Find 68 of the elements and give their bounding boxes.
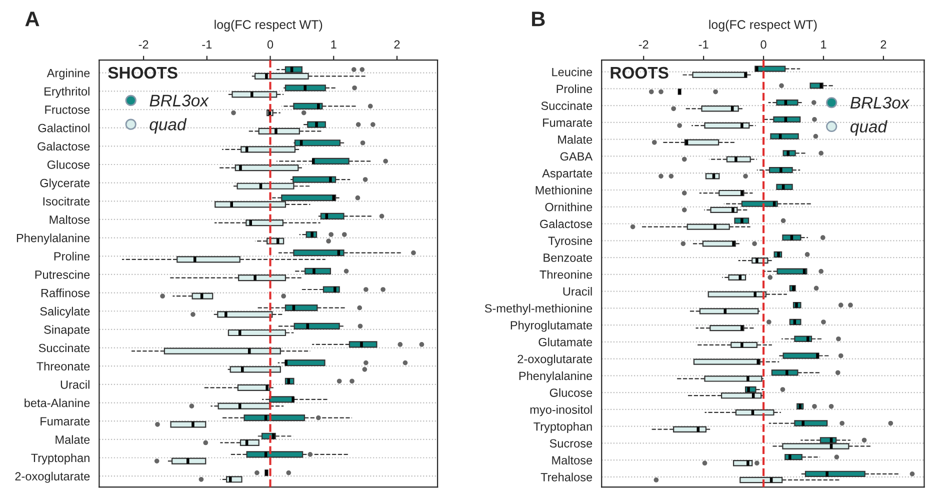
y-tick-label: Arginine — [46, 68, 90, 80]
y-tick-label: Phenylalanine — [16, 234, 90, 245]
x-tick-label: 2 — [394, 40, 400, 49]
y-tick-label: Proline — [556, 84, 592, 94]
legend-label: quad — [850, 120, 888, 136]
x-tick-label: -2 — [138, 40, 148, 49]
y-tick-label: GABA — [560, 152, 593, 161]
y-tick-label: Glucose — [550, 388, 592, 397]
y-tick-label: Erythritol — [44, 86, 90, 98]
y-tick-label: Ornithine — [545, 202, 592, 212]
y-tick-label: Isocitrate — [43, 196, 90, 206]
chart-title: A — [25, 12, 40, 26]
y-tick-label: Phenylalanine — [519, 371, 592, 382]
y-tick-label: Fructose — [45, 106, 90, 114]
y-tick-label: Uracil — [60, 380, 90, 389]
y-tick-label: Sinapate — [44, 325, 90, 336]
y-tick-label: Maltose — [552, 456, 592, 464]
y-tick-label: Methionine — [536, 186, 592, 194]
y-tick-label: Proline — [54, 252, 90, 261]
x-tick-label: 1 — [331, 40, 336, 49]
y-tick-label: Galactose — [540, 219, 592, 228]
y-tick-label: 2-oxoglutarate — [518, 354, 592, 366]
y-tick-label: Threonate — [36, 362, 90, 371]
y-tick-label: Malate — [558, 135, 592, 144]
y-tick-label: Galactose — [38, 142, 90, 151]
y-tick-label: Phyroglutamate — [510, 320, 592, 332]
x-tick-label: -1 — [698, 40, 708, 49]
x-axis-title: log(FC respect WT) — [214, 20, 322, 32]
x-tick-label: 2 — [880, 40, 886, 49]
y-tick-label: Glucose — [47, 160, 90, 169]
y-tick-label: Tryptophan — [31, 453, 90, 464]
chart-title: B — [532, 12, 545, 26]
y-tick-label: Succinate — [541, 101, 592, 110]
annotation: ROOTS — [610, 66, 668, 79]
y-tick-label: Maltose — [50, 215, 90, 224]
y-tick-label: Trehalose — [540, 472, 592, 482]
annotation: SHOOTS — [108, 66, 178, 79]
y-tick-label: Sucrose — [550, 439, 592, 448]
legend-label: BRL3ox — [850, 96, 910, 109]
y-tick-label: myo-inositol — [530, 405, 592, 416]
y-tick-label: Aspartate — [542, 169, 592, 180]
legend-label: BRL3ox — [150, 94, 209, 106]
y-tick-label: Glutamate — [538, 338, 592, 346]
legend-label: quad — [150, 118, 187, 134]
y-tick-label: Fumarate — [40, 417, 90, 426]
y-tick-label: Raffinose — [41, 288, 90, 298]
x-tick-label: 0 — [760, 40, 766, 49]
y-tick-label: Tryptophan — [534, 422, 592, 434]
x-tick-label: -2 — [638, 40, 648, 49]
y-tick-label: Malate — [56, 435, 90, 444]
y-tick-label: beta-Alanine — [24, 398, 90, 408]
x-tick-label: 1 — [821, 40, 826, 49]
y-tick-label: S-methyl-methionine — [484, 304, 592, 315]
y-tick-label: Leucine — [552, 68, 592, 76]
y-tick-label: Fumarate — [543, 118, 592, 127]
y-tick-label: Salicylate — [40, 306, 90, 318]
y-tick-label: Uracil — [563, 287, 592, 296]
x-tick-label: -1 — [202, 40, 212, 49]
y-tick-label: Succinate — [38, 344, 90, 352]
x-axis-title: log(FC respect WT) — [709, 20, 817, 32]
y-tick-label: Threonine — [540, 270, 592, 279]
y-tick-label: Galactinol — [38, 124, 90, 132]
y-tick-label: Glycerate — [40, 178, 90, 190]
y-tick-label: 2-oxoglutarate — [15, 472, 90, 483]
y-tick-label: Benzoate — [544, 254, 592, 262]
y-tick-label: Tyrosine — [548, 236, 592, 248]
x-tick-label: 0 — [267, 40, 274, 49]
y-tick-label: Putrescine — [35, 270, 90, 279]
